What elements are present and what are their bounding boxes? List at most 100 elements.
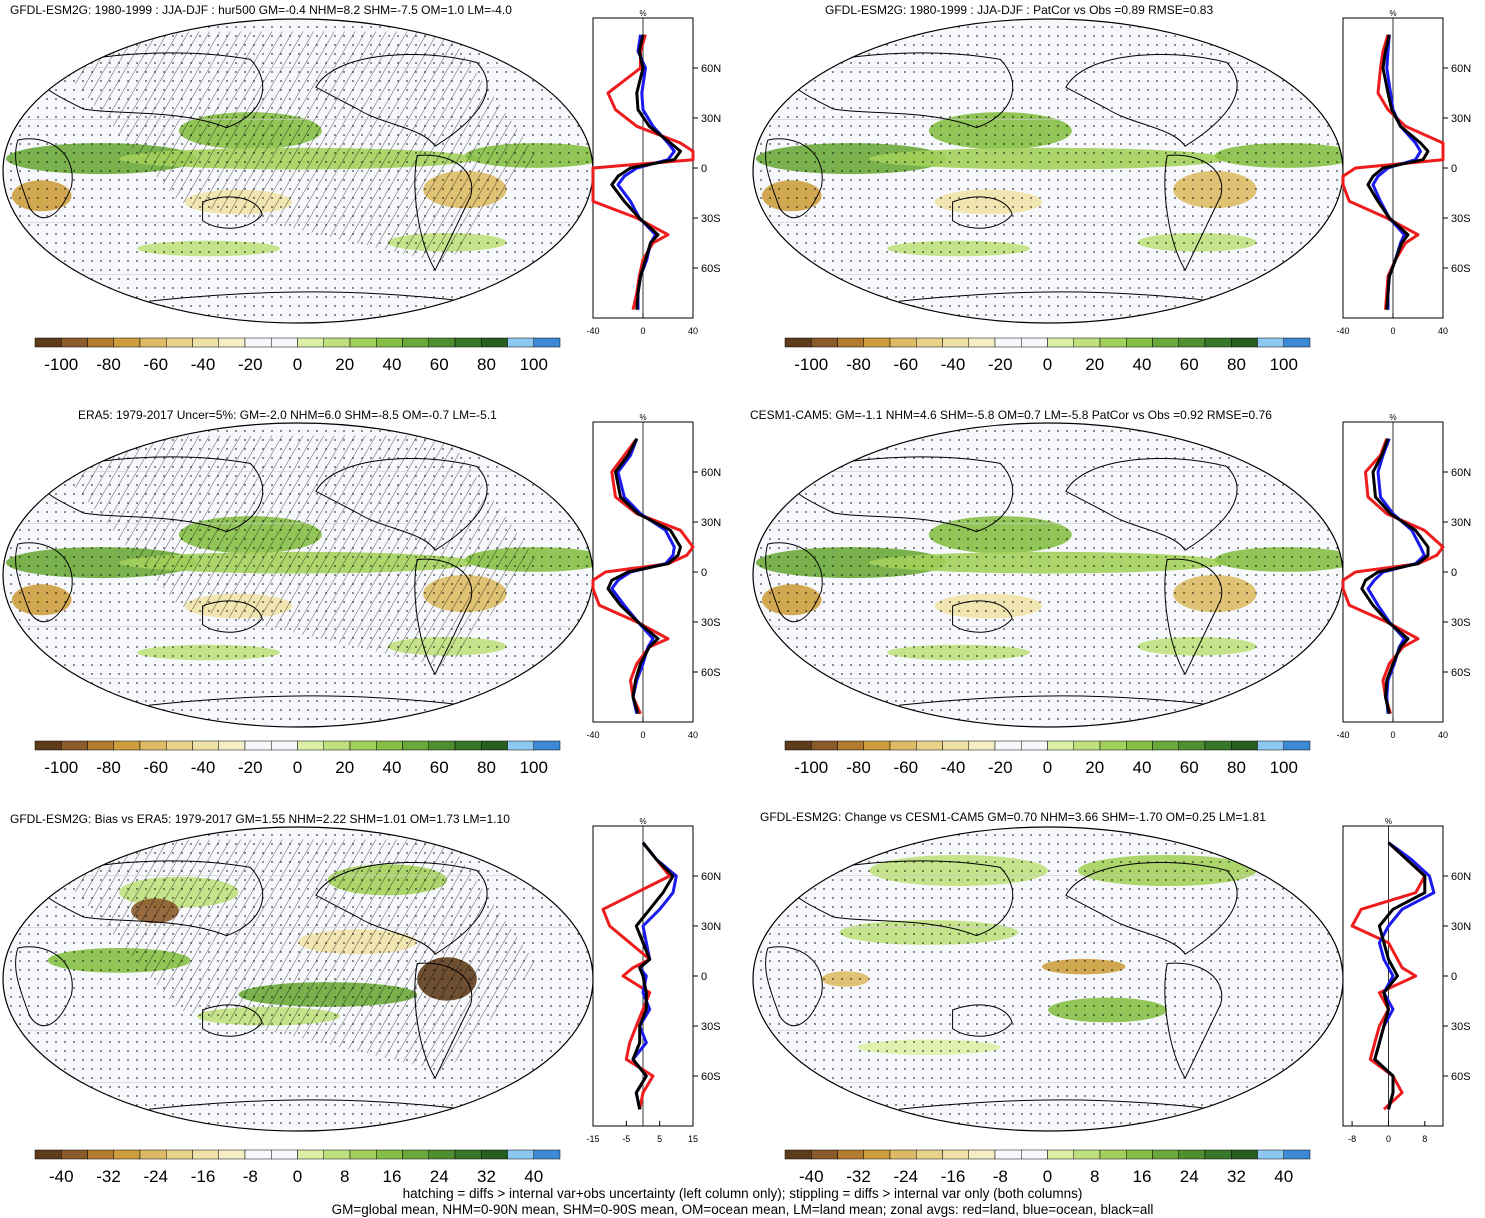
lat-tick-label: 60N [1451,467,1471,479]
colorbar-swatch [916,337,943,348]
colorbar-swatch [61,1149,88,1160]
world-map [2,422,594,728]
lat-tick-label: 0 [1451,163,1457,175]
lat-tick-label: 60S [701,1071,721,1083]
colorbar-swatch [1073,740,1101,751]
zonal-mean-plot: % 60N 30N 0 30S 60S -8 0 8 [1342,817,1471,1144]
colorbar-swatch [863,740,891,751]
lat-tick-label: 30S [701,617,721,629]
colorbar-swatch [376,740,403,751]
continent-outline [952,600,1013,633]
colorbar-label: 0 [1043,1167,1052,1186]
zonal-units-label: % [1389,413,1396,422]
colorbar-swatch [942,337,969,348]
colorbar-swatch [402,740,429,751]
x-tick-label: 0 [1386,1134,1391,1144]
x-tick-label: -40 [586,730,599,740]
zonal-land-line [1341,438,1445,715]
continent-outline [952,1004,1013,1037]
continent-outline [898,695,1215,706]
colorbar-swatch [192,740,219,751]
colorbar-swatch [784,740,812,751]
colorbar-swatch [192,337,219,348]
x-tick-label: 0 [640,326,645,336]
colorbar-swatch [1178,337,1206,348]
hatching [29,435,537,668]
colorbar-swatch [402,1149,429,1160]
colorbar-label: 40 [1133,758,1152,777]
colorbar-swatch [863,1149,891,1160]
continent-outline [785,52,1014,129]
continent-outline [765,946,823,1027]
x-tick-label: -8 [1348,1134,1356,1144]
lat-tick-label: 0 [1451,567,1457,579]
colorbar-label: -16 [191,1167,216,1186]
colorbar-swatch [1021,1149,1048,1160]
colorbar-label: 80 [477,758,496,777]
footer-caption-line2: GM=global mean, NHM=0-90N mean, SHM=0-90… [331,1202,1154,1217]
stippling [753,827,1343,1131]
colorbar-label: -40 [941,355,966,374]
colorbar-label: -20 [238,758,263,777]
lat-tick-label: 30S [701,1021,721,1033]
panel-title: GFDL-ESM2G: 1980-1999 : JJA-DJF : PatCor… [825,3,1214,17]
colorbar-swatch [349,337,377,348]
colorbar-label: 60 [1180,355,1199,374]
zonal-all-line [1366,34,1430,310]
zonal-all-line [1373,841,1427,1110]
colorbar-swatch [481,740,508,751]
colorbar-swatch [1204,337,1232,348]
lat-tick-label: 60N [701,871,721,883]
colorbar-label: -100 [44,758,78,777]
x-tick-label: 40 [688,326,698,336]
continent-outline [414,962,473,1080]
continent-outline [15,542,73,623]
world-map [752,18,1344,324]
continent-outline [898,291,1215,302]
colorbar-swatch [323,1149,351,1160]
continent-outline [414,558,473,676]
x-tick-label: -40 [1336,730,1349,740]
colorbar-label: -100 [44,355,78,374]
footer-caption-line1: hatching = diffs > internal var+obs unce… [402,1186,1083,1201]
zonal-ocean-line [1366,438,1426,714]
panel-title: ERA5: 1979-2017 Uncer=5%: GM=-2.0 NHM=6.… [78,408,497,422]
panel-title: CESM1-CAM5: GM=-1.1 NHM=4.6 SHM=-5.8 OM=… [750,408,1272,422]
colorbar-label: 20 [335,758,354,777]
colorbar-swatch [968,1149,996,1160]
colorbar-swatch [1231,337,1258,348]
lat-tick-label: 60N [1451,63,1471,75]
colorbar-swatch [166,337,193,348]
colorbar-swatch [139,337,167,348]
x-tick-label: -15 [586,1134,599,1144]
lat-tick-label: 60S [701,263,721,275]
colorbar-swatch [481,337,508,348]
colorbar-label: -24 [143,1167,168,1186]
colorbar-swatch [113,1149,141,1160]
colorbar-label: 20 [1085,355,1104,374]
colorbar-label: 24 [1180,1167,1199,1186]
colorbar-label: 100 [520,758,548,777]
colorbar: -100 -80 -60 -40 -20 0 20 40 60 80 100 [34,337,561,374]
colorbar-swatch [1152,337,1179,348]
colorbar-swatch [297,337,324,348]
zonal-units-label: % [639,413,646,422]
colorbar-label: 60 [430,355,449,374]
colorbar-label: -20 [988,758,1013,777]
continent-outline [1164,154,1223,272]
lat-tick-label: 30N [701,517,721,529]
colorbar-swatch [481,1149,508,1160]
colorbar-swatch [1126,337,1153,348]
x-tick-label: 0 [1390,730,1395,740]
colorbar-label: -40 [799,1167,824,1186]
colorbar-swatch [811,337,838,348]
continent-outline [15,138,73,219]
colorbar: -40 -32 -24 -16 -8 0 8 16 24 32 40 [34,1149,561,1186]
colorbar-swatch [1231,1149,1258,1160]
panel-title: GFDL-ESM2G: Change vs CESM1-CAM5 GM=0.70… [760,810,1266,824]
colorbar-swatch [454,740,482,751]
zonal-all-line [631,841,675,1110]
colorbar-swatch [402,337,429,348]
colorbar-swatch [244,337,272,348]
colorbar-label: -80 [96,355,121,374]
